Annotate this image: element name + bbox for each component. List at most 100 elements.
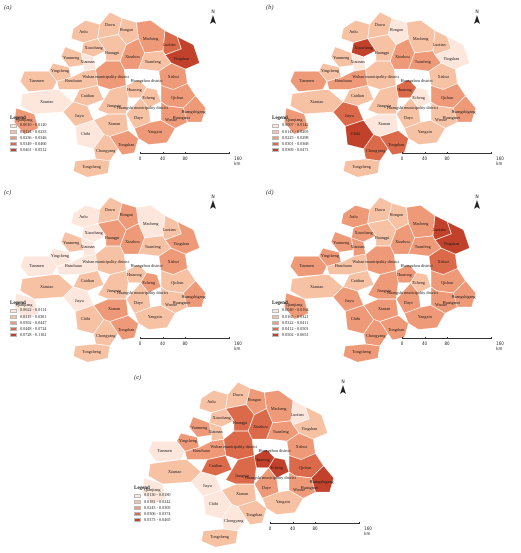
city-label: Yunmeng [191, 424, 208, 430]
region-yunmeng [330, 231, 354, 253]
city-label: Anlu [79, 214, 88, 220]
region-xiaochang [209, 408, 235, 428]
city-label: Xiaonan [208, 428, 223, 434]
city-label: Huangpi [104, 234, 120, 240]
city-label: Yangxin [275, 499, 290, 505]
city-label: Yangxin [147, 129, 162, 135]
city-label: Chongyang [224, 517, 244, 523]
city-label: Jiangxia [377, 102, 391, 108]
legend-item: 0.0461 - 0.0512 [10, 147, 47, 153]
legend-range: 0.0225 - 0.0298 [282, 134, 309, 140]
legend-range: 0.0412 - 0.0501 [282, 326, 309, 332]
city-label: Hanchuan [64, 78, 82, 84]
city-label: Huangzhou district [130, 78, 163, 84]
legend-range: 0.0502 - 0.0651 [282, 332, 309, 338]
city-label: Luotian [162, 41, 176, 47]
region-caidian [200, 455, 233, 477]
city-label: Xiantao [310, 283, 324, 289]
scale-label: 40 [159, 341, 166, 346]
region-jiayu [190, 471, 223, 497]
legend-item: 0.0124 - 0.0233 [10, 129, 47, 135]
scale-label: 0 [138, 156, 142, 161]
city-label: Xinzhou [395, 238, 410, 244]
legend-swatch [10, 320, 17, 325]
panel-label: (c) [4, 189, 12, 196]
city-label: Wuhan municipality district [82, 259, 130, 265]
map-panel-a: (a) Anlu Dawu Hongan Macheng Luotian Yingshan X… [0, 0, 260, 180]
legend-swatch [10, 333, 17, 338]
city-label: Tongcheng [82, 164, 101, 170]
region-tongshan [379, 130, 409, 156]
legend-range: 0.0728 - 0.1102 [20, 332, 47, 338]
choropleth-map [13, 196, 207, 363]
legend-range: 0.0236 - 0.0346 [20, 134, 47, 140]
scale-label: 0 [268, 526, 272, 531]
city-label: Hongan [389, 212, 403, 218]
city-label: Wuxue [435, 117, 448, 123]
legend-range: 0.0448 - 0.0724 [20, 326, 47, 332]
city-label: Huangshigang [181, 293, 206, 299]
legend-swatch [134, 518, 141, 523]
legend-item: 0.0302 - 0.0447 [10, 320, 47, 326]
city-label: Chongyang [366, 332, 386, 338]
city-label: Qianjiang [15, 302, 33, 308]
region-caidian [72, 270, 105, 292]
legend-item: 0.0143 - 0.0205 [272, 129, 309, 135]
city-label: Daye [134, 115, 143, 121]
region-daye [395, 282, 422, 314]
city-label: Wuxue [165, 117, 178, 123]
north-arrow-icon: N [208, 10, 218, 24]
city-label: Qianjiang [143, 487, 161, 493]
legend-swatch [10, 314, 17, 319]
scale-label: 80 [182, 156, 188, 161]
city-label: Huangmei [442, 115, 461, 121]
city-label: Xiaochang [84, 229, 103, 235]
region-jiangxia [97, 85, 129, 115]
city-label: Yingcheng [178, 438, 198, 444]
city-label: Tuanfeng [414, 58, 431, 64]
legend-range: 0.0007 - 0.0142 [282, 122, 309, 128]
city-label: Macheng [412, 220, 429, 226]
legend-swatch [272, 314, 279, 319]
city-label: Qichun [441, 279, 454, 285]
scale-label: 80 [312, 526, 318, 531]
legend-item: 0.0369 - 0.0471 [272, 147, 309, 153]
region-jiangxia [367, 270, 399, 300]
city-label: Anlu [349, 29, 358, 35]
region-jiangxia [225, 455, 257, 485]
city-label: Qichun [299, 464, 312, 470]
city-label: Wuhan municipality district [210, 444, 258, 450]
legend-item: 0.0306 - 0.0374 [134, 511, 171, 517]
city-label: Huangmei [172, 115, 191, 121]
legend-range: 0.0022 - 0.0114 [20, 307, 47, 313]
legend-swatch [10, 142, 17, 147]
legend-swatch [10, 135, 17, 140]
north-arrow-icon: N [472, 10, 482, 24]
legend-title: Legend [10, 116, 26, 121]
city-label: Hanchuan [192, 448, 210, 454]
city-label: Yingshan [443, 55, 460, 61]
region-jiayu [62, 101, 95, 127]
city-label: Tongshan [246, 511, 263, 517]
legend-range: 0.0040 - 0.0164 [282, 307, 309, 313]
scale-label: 80 [444, 341, 450, 346]
city-label: Xiaochang [212, 414, 231, 420]
legend-range: 0.0143 - 0.0205 [282, 128, 309, 134]
city-label: Tuanfeng [272, 428, 289, 434]
city-label: Jiayu [344, 298, 354, 304]
legend-item: 0.0010 - 0.0120 [10, 123, 47, 129]
legend-item: 0.0225 - 0.0298 [272, 135, 309, 141]
city-label: Echeng [142, 279, 155, 285]
region-tongshan [109, 130, 139, 156]
region-qianjiang [13, 292, 39, 320]
legend-range: 0.0130 - 0.0180 [144, 492, 171, 498]
region-qianjiang [13, 107, 39, 135]
city-label: Jiangxia [107, 102, 121, 108]
city-label: Dawu [374, 22, 385, 28]
legend: Legend 0.0130 - 0.0180 0.0181 - 0.0242 0.02… [134, 486, 171, 523]
region-daye [395, 97, 422, 129]
panel-label: (a) [4, 4, 12, 11]
city-label: Tongshan [388, 326, 405, 332]
city-label: Xishui [295, 444, 307, 450]
city-label: Hanchuan [64, 263, 82, 269]
